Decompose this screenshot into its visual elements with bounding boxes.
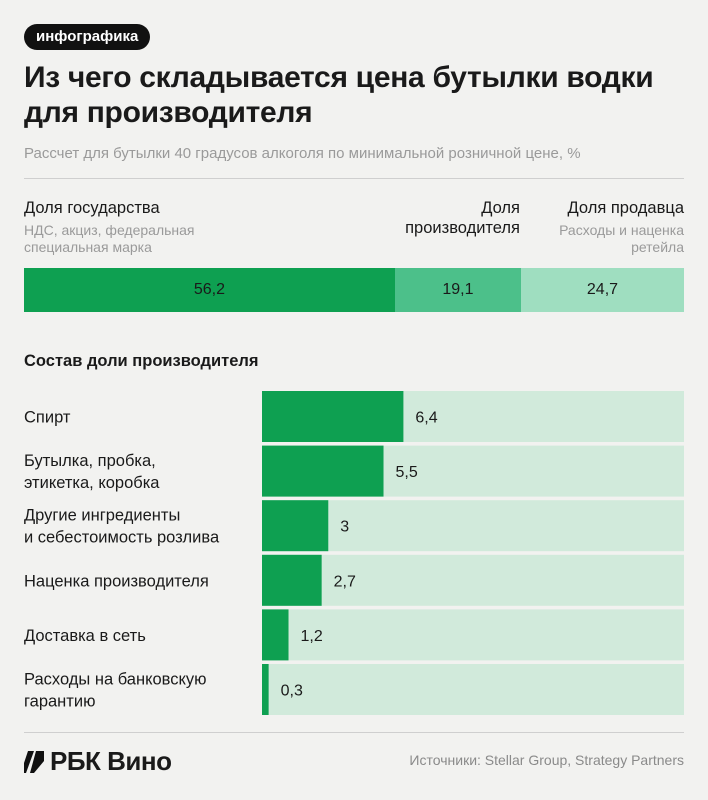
rbc-wine-logo: РБК Вино (24, 746, 172, 777)
bar-value-label: 0,3 (281, 683, 303, 700)
bar (262, 500, 329, 552)
bar (262, 609, 289, 661)
source-note: Источники: Stellar Group, Strategy Partn… (409, 752, 684, 768)
stacked-bar-producer: 19,1 (394, 268, 521, 312)
bar-value-label: 1,2 (301, 628, 323, 645)
price-structure-stacked-bar: 56,2 19,1 24,7 (24, 268, 684, 312)
bar-category-label: Бутылка, пробка, (24, 452, 156, 470)
bar-category-label: Другие ингредиенты (24, 507, 180, 525)
bar (262, 554, 322, 606)
bar (262, 391, 404, 442)
top-divider (24, 178, 684, 179)
gov-share-note: НДС, акциз, федеральная специальная марк… (24, 222, 195, 255)
bar-track (262, 554, 684, 606)
bar-track (262, 664, 684, 715)
gov-share-label: Доля государства (24, 199, 160, 217)
seller-share-label: Доля продавца (567, 199, 684, 217)
bottom-divider (24, 732, 684, 733)
bar-category-label: гарантию (24, 693, 95, 711)
section-title: Состав доли производителя (24, 352, 259, 370)
bar-value-label: 6,4 (415, 410, 437, 427)
bar-category-label: и себестоимость розлива (24, 529, 220, 547)
bar (262, 445, 384, 497)
bar-category-label: Спирт (24, 409, 71, 427)
bar-category-label: Наценка производителя (24, 572, 209, 590)
stacked-bar-seller-value: 24,7 (586, 281, 619, 298)
bar-category-label: Расходы на банковскую (24, 671, 207, 689)
rbc-logo-icon (24, 750, 44, 773)
seller-share-note: Расходы и наценка ретейла (559, 222, 684, 255)
infographic-tag: инфографика (24, 24, 151, 50)
bar-value-label: 5,5 (396, 464, 418, 481)
chart-subtitle: Рассчет для бутылки 40 градусов алкоголя… (24, 145, 581, 162)
bar-category-label: этикетка, коробка (24, 474, 160, 492)
page-title: Из чего складывается цена бутылки водки … (24, 61, 654, 129)
bar-category-label: Доставка в сеть (24, 627, 146, 645)
logo-text: РБК Вино (50, 746, 172, 776)
bar-track (262, 609, 684, 661)
stacked-bar-producer-value: 19,1 (442, 281, 474, 298)
stacked-bar-gov: 56,2 (24, 268, 395, 312)
producer-share-label: Доля производителя (405, 199, 520, 237)
bar-track (262, 500, 684, 552)
bar-value-label: 3 (340, 519, 349, 536)
bar (262, 664, 269, 715)
stacked-bar-gov-value: 56,2 (193, 281, 226, 298)
stacked-bar-seller: 24,7 (520, 268, 684, 312)
bar-value-label: 2,7 (334, 573, 356, 590)
